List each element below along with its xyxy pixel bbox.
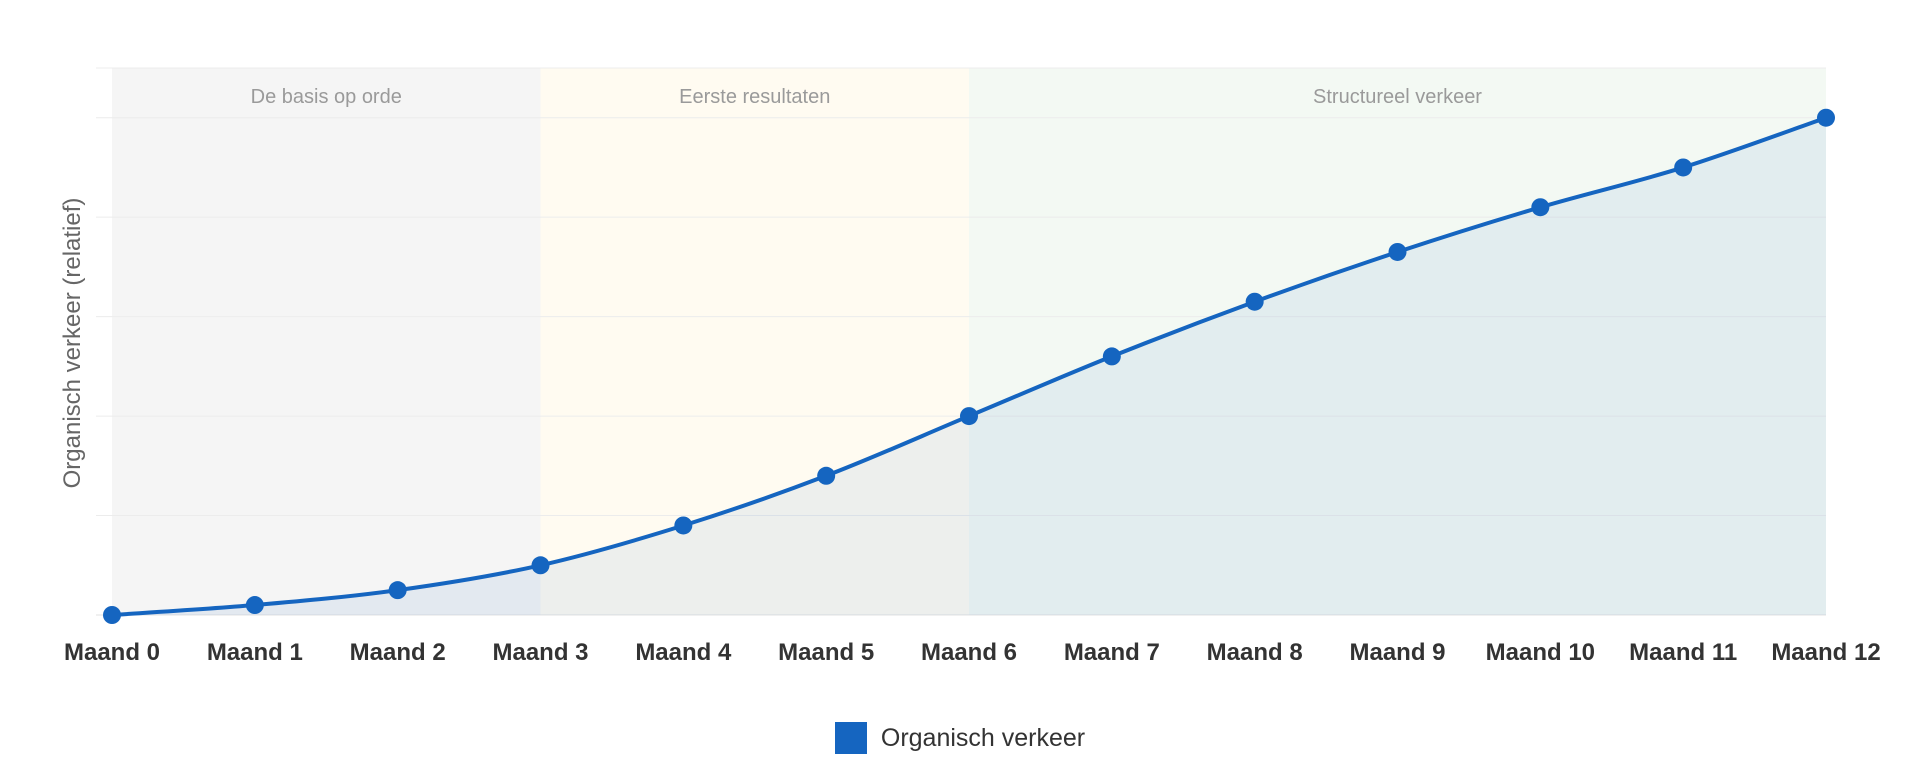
x-axis-ticks: Maand 0 Maand 1 Maand 2 Maand 3 Maand 4 Maand… — [64, 639, 1881, 666]
series-area — [112, 117, 1826, 616]
x-tick-label: Maand 8 — [1207, 639, 1303, 666]
data-point[interactable] — [531, 556, 550, 575]
data-point[interactable] — [674, 516, 693, 535]
x-tick-label: Maand 10 — [1486, 639, 1595, 666]
data-point[interactable] — [1531, 198, 1550, 217]
data-point[interactable] — [1817, 108, 1835, 127]
y-axis-label: Organisch verkeer (relatief) — [59, 198, 86, 489]
plot-bands: De basis op orde Eerste resultaten Structu… — [112, 68, 1826, 615]
area-fill — [112, 117, 1826, 616]
legend[interactable]: Organisch verkeer — [0, 722, 1920, 754]
x-tick-label: Maand 7 — [1064, 639, 1160, 666]
plot-band-label: Eerste resultaten — [679, 86, 830, 108]
data-point[interactable] — [245, 596, 264, 615]
data-point[interactable] — [960, 407, 978, 426]
x-tick-label: Maand 12 — [1771, 639, 1880, 666]
data-point[interactable] — [817, 466, 836, 485]
x-tick-label: Maand 2 — [350, 639, 446, 666]
x-tick-label: Maand 0 — [64, 639, 160, 666]
data-point[interactable] — [1102, 347, 1121, 366]
legend-swatch — [834, 722, 867, 754]
x-tick-label: Maand 1 — [207, 639, 303, 666]
data-point[interactable] — [1245, 292, 1264, 311]
plot-band-label: Structureel verkeer — [1313, 86, 1482, 108]
plot-band-0 — [112, 68, 541, 615]
plot-band-1 — [540, 68, 969, 615]
x-tick-label: Maand 3 — [492, 639, 588, 666]
x-tick-label: Maand 6 — [921, 639, 1017, 666]
x-tick-label: Maand 4 — [635, 639, 732, 666]
data-point[interactable] — [1388, 242, 1407, 261]
data-point[interactable] — [388, 581, 407, 600]
data-point[interactable] — [1674, 158, 1693, 177]
x-tick-label: Maand 11 — [1629, 639, 1737, 666]
x-tick-label: Maand 5 — [778, 639, 874, 666]
plot-band-label: De basis op orde — [251, 86, 402, 108]
series-points — [103, 108, 1835, 624]
legend-label: Organisch verkeer — [880, 723, 1086, 752]
data-point[interactable] — [103, 606, 121, 624]
x-tick-label: Maand 9 — [1349, 639, 1445, 666]
